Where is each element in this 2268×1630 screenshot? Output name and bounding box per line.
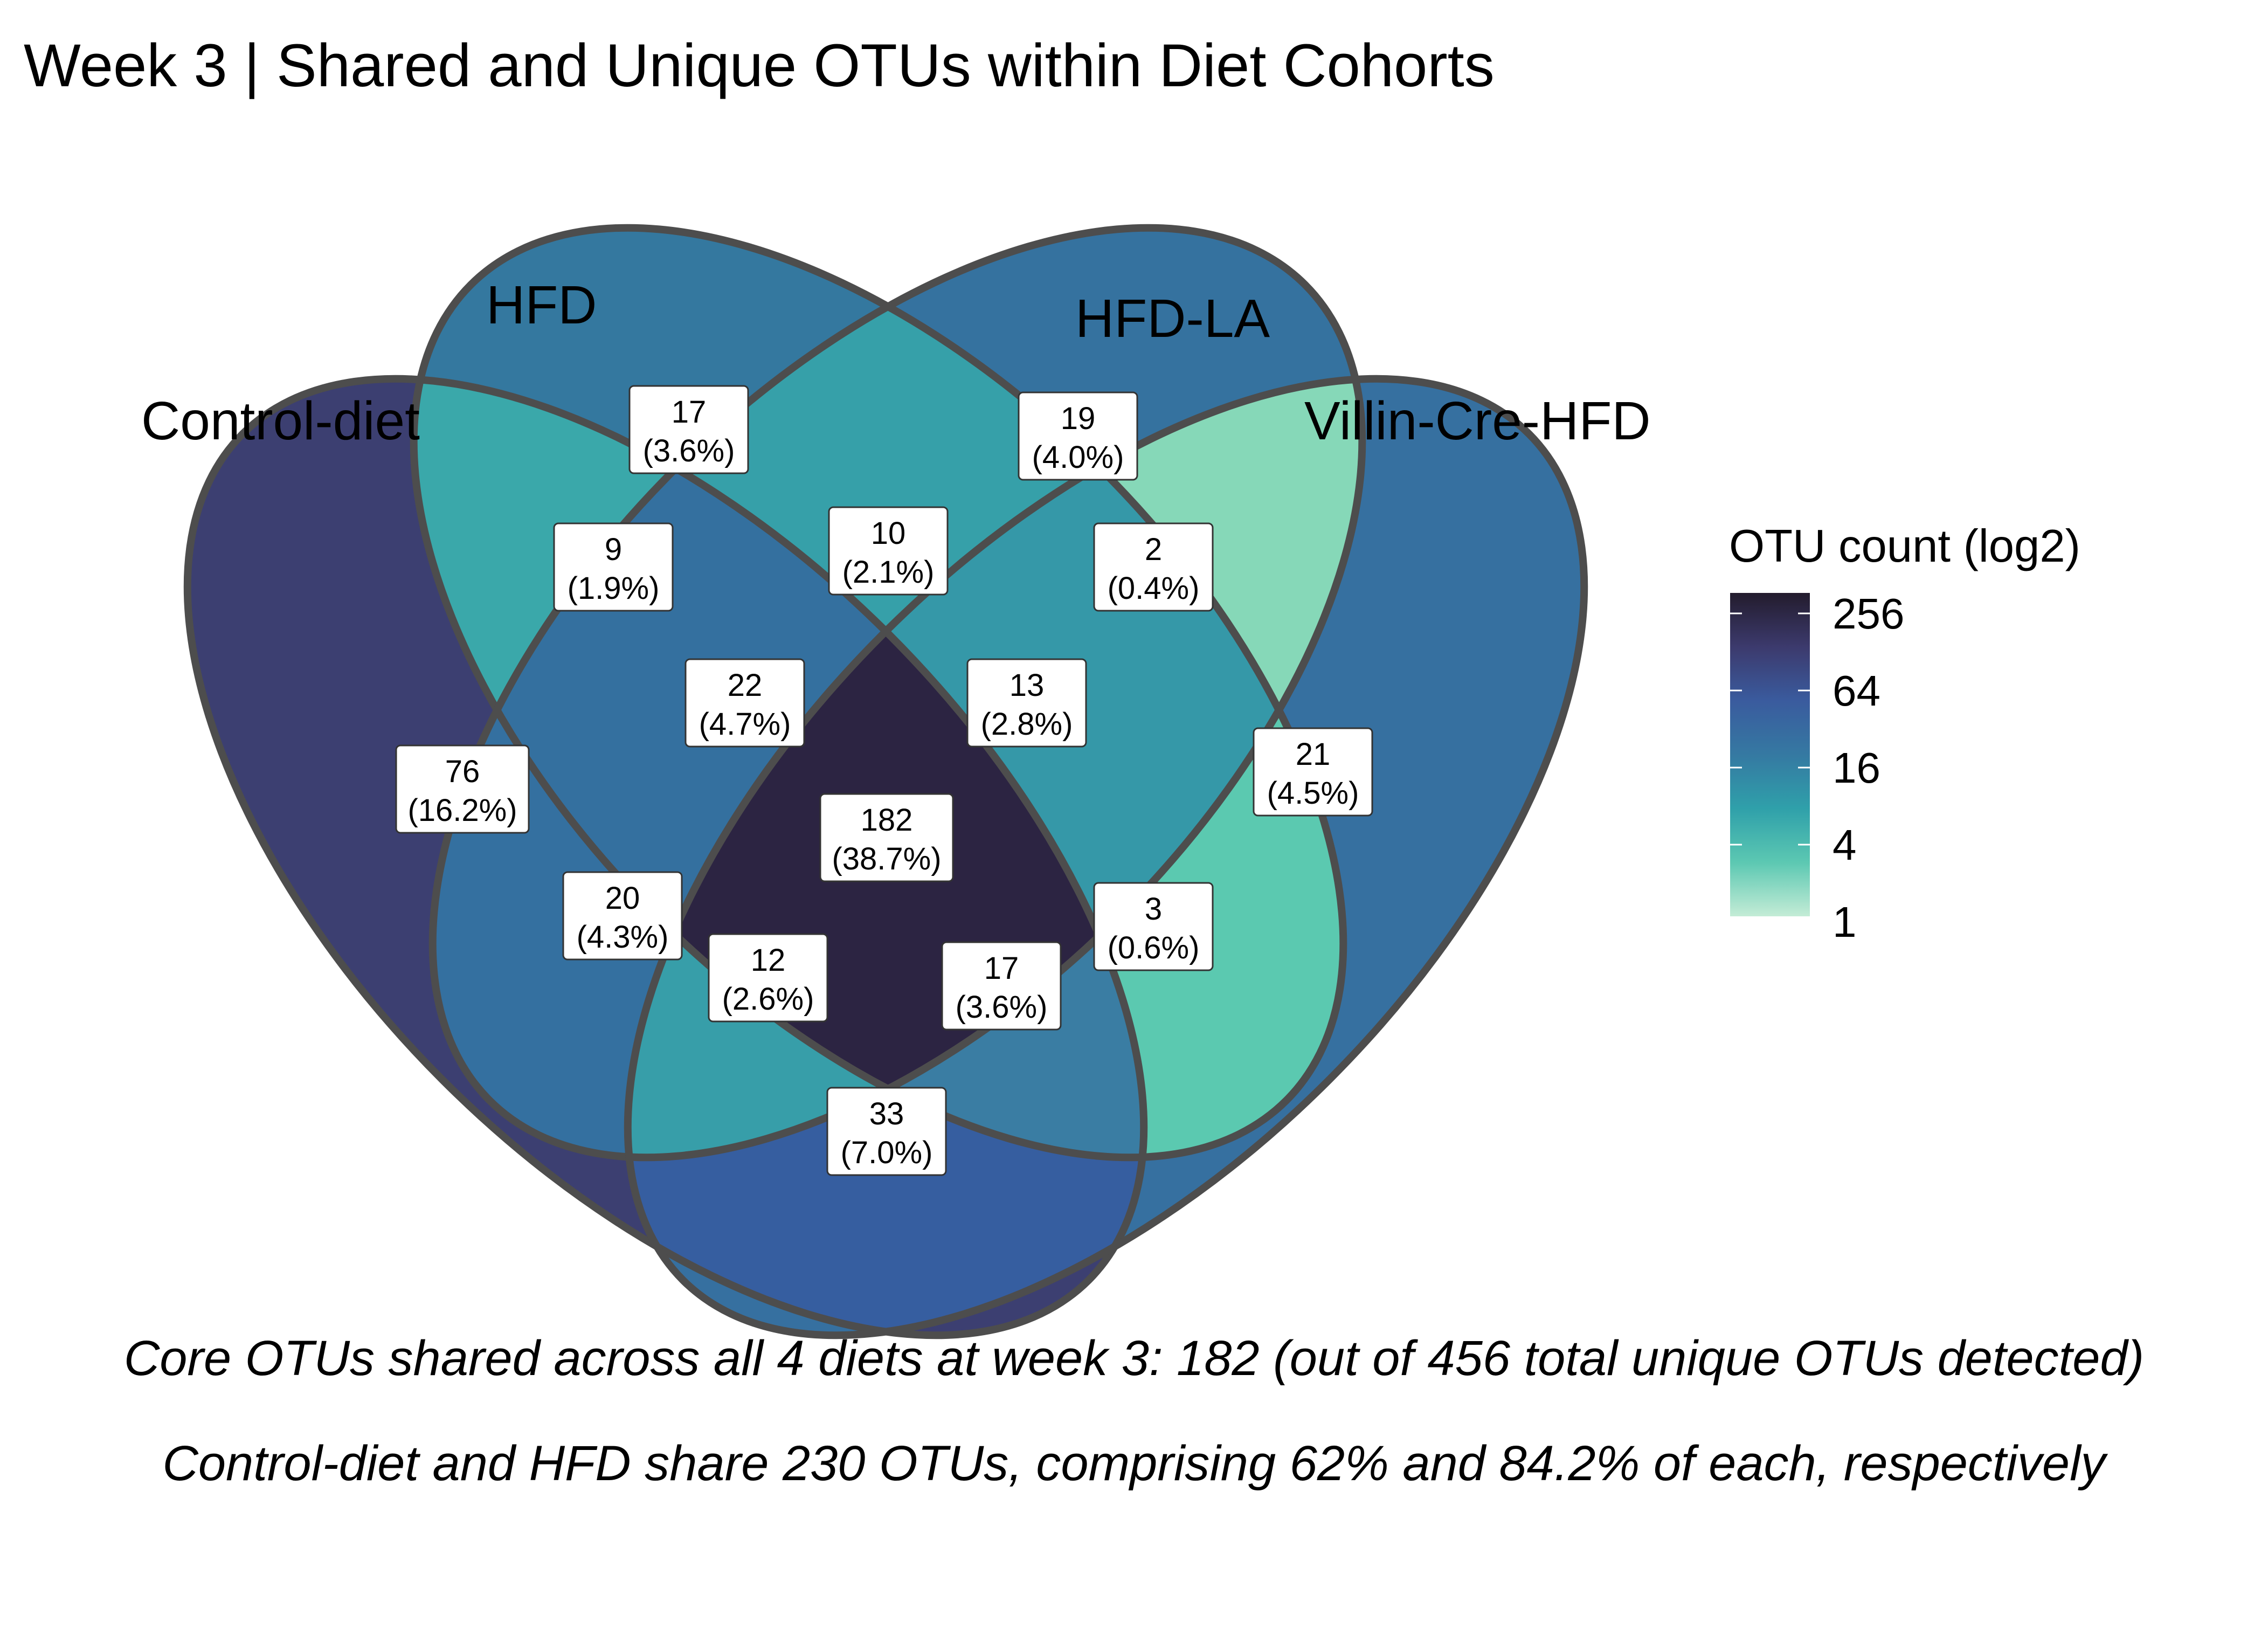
region-count: 10 <box>871 516 906 551</box>
region-count: 20 <box>605 881 640 916</box>
legend-tick-label: 4 <box>1833 821 1857 869</box>
region-percent: (3.6%) <box>956 990 1048 1025</box>
region-count: 17 <box>672 395 707 430</box>
region-label-control-hfdla: 20 (4.3%) <box>562 871 683 961</box>
region-percent: (4.7%) <box>699 707 791 742</box>
region-label-hfd-hfdla-villin: 13 (2.8%) <box>966 658 1087 748</box>
region-label-box <box>819 793 954 882</box>
region-label-box <box>1253 727 1373 817</box>
region-label-box <box>1018 391 1138 481</box>
region-percent: (1.9%) <box>568 571 660 606</box>
region-label-box <box>1093 522 1214 612</box>
region-label-control: 76 (16.2%) <box>395 744 530 834</box>
region-label-control-hfd-hfdla: 22 (4.7%) <box>684 658 805 748</box>
region-count: 17 <box>984 951 1019 986</box>
caption-core-otus: Core OTUs shared across all 4 diets at w… <box>123 1331 2145 1386</box>
set-label-control: Control-diet <box>141 391 420 451</box>
region-label-control-hfd-hfdla-villin: 182(38.7%) <box>819 793 954 882</box>
region-labels: 76(16.2%)17(3.6%)19(4.0%)21(4.5%)9(1.9%)… <box>395 385 1373 1176</box>
region-label-hfdla: 19 (4.0%) <box>1018 391 1138 481</box>
region-count: 76 <box>445 754 480 789</box>
region-percent: (4.3%) <box>577 920 669 955</box>
region-percent: (7.0%) <box>841 1135 933 1170</box>
region-label-box <box>828 506 949 596</box>
region-label-box <box>708 933 828 1023</box>
set-label-villin: Villin-Cre-HFD <box>1304 391 1651 451</box>
region-label-control-villin: 33 (7.0%) <box>826 1087 947 1176</box>
legend: OTU count (log2) 256 64 16 4 1 <box>1729 521 2080 946</box>
legend-tick-label: 64 <box>1833 667 1880 715</box>
legend-tick-label: 256 <box>1833 590 1904 638</box>
region-count: 22 <box>728 668 763 703</box>
legend-title: OTU count (log2) <box>1729 521 2080 572</box>
region-label-hfd-hfdla: 10 (2.1%) <box>828 506 949 596</box>
region-label-hfd-villin: 3(0.6%) <box>1093 882 1214 971</box>
region-label-control-hfd-villin: 17 (3.6%) <box>941 941 1062 1031</box>
region-percent: (38.7%) <box>832 841 941 876</box>
region-count: 33 <box>869 1096 904 1131</box>
page-title: Week 3 | Shared and Unique OTUs within D… <box>24 32 1495 99</box>
region-label-box <box>562 871 683 961</box>
region-count: 13 <box>1009 668 1045 703</box>
region-count: 3 <box>1145 892 1162 927</box>
region-label-box <box>553 522 674 612</box>
region-label-box <box>941 941 1062 1031</box>
region-percent: (3.6%) <box>643 433 735 468</box>
set-label-hfd: HFD <box>486 275 597 335</box>
region-label-box <box>684 658 805 748</box>
region-count: 9 <box>605 532 622 567</box>
region-label-box <box>826 1087 947 1176</box>
region-percent: (4.0%) <box>1032 440 1124 475</box>
region-percent: (2.6%) <box>722 982 814 1017</box>
region-count: 12 <box>751 943 786 978</box>
region-percent: (16.2%) <box>407 793 517 828</box>
legend-colorbar <box>1730 593 1810 916</box>
region-label-villin: 21 (4.5%) <box>1253 727 1373 817</box>
region-count: 21 <box>1296 737 1331 772</box>
set-label-hfdla: HFD-LA <box>1075 288 1270 349</box>
region-label-control-hfdla-villin: 12 (2.6%) <box>708 933 828 1023</box>
region-label-box <box>628 385 749 474</box>
region-percent: (2.8%) <box>981 707 1073 742</box>
region-label-box <box>395 744 530 834</box>
legend-tick-label: 16 <box>1833 744 1880 792</box>
region-percent: (0.4%) <box>1108 571 1200 606</box>
region-label-box <box>966 658 1087 748</box>
region-percent: (0.6%) <box>1108 930 1200 965</box>
region-count: 19 <box>1061 401 1096 436</box>
legend-tick-label: 1 <box>1833 898 1857 946</box>
set-labels: Control-diet HFD HFD-LA Villin-Cre-HFD <box>141 275 1651 451</box>
region-percent: (4.5%) <box>1267 776 1359 811</box>
region-label-box <box>1093 882 1214 971</box>
region-label-hfd: 17(3.6%) <box>628 385 749 474</box>
caption-shared-otus: Control-diet and HFD share 230 OTUs, com… <box>162 1436 2106 1491</box>
region-percent: (2.1%) <box>842 555 935 590</box>
region-count: 182 <box>861 803 913 838</box>
region-label-control-hfd: 9 (1.9%) <box>553 522 674 612</box>
region-count: 2 <box>1145 532 1162 567</box>
region-label-hfdla-villin: 2 (0.4%) <box>1093 522 1214 612</box>
